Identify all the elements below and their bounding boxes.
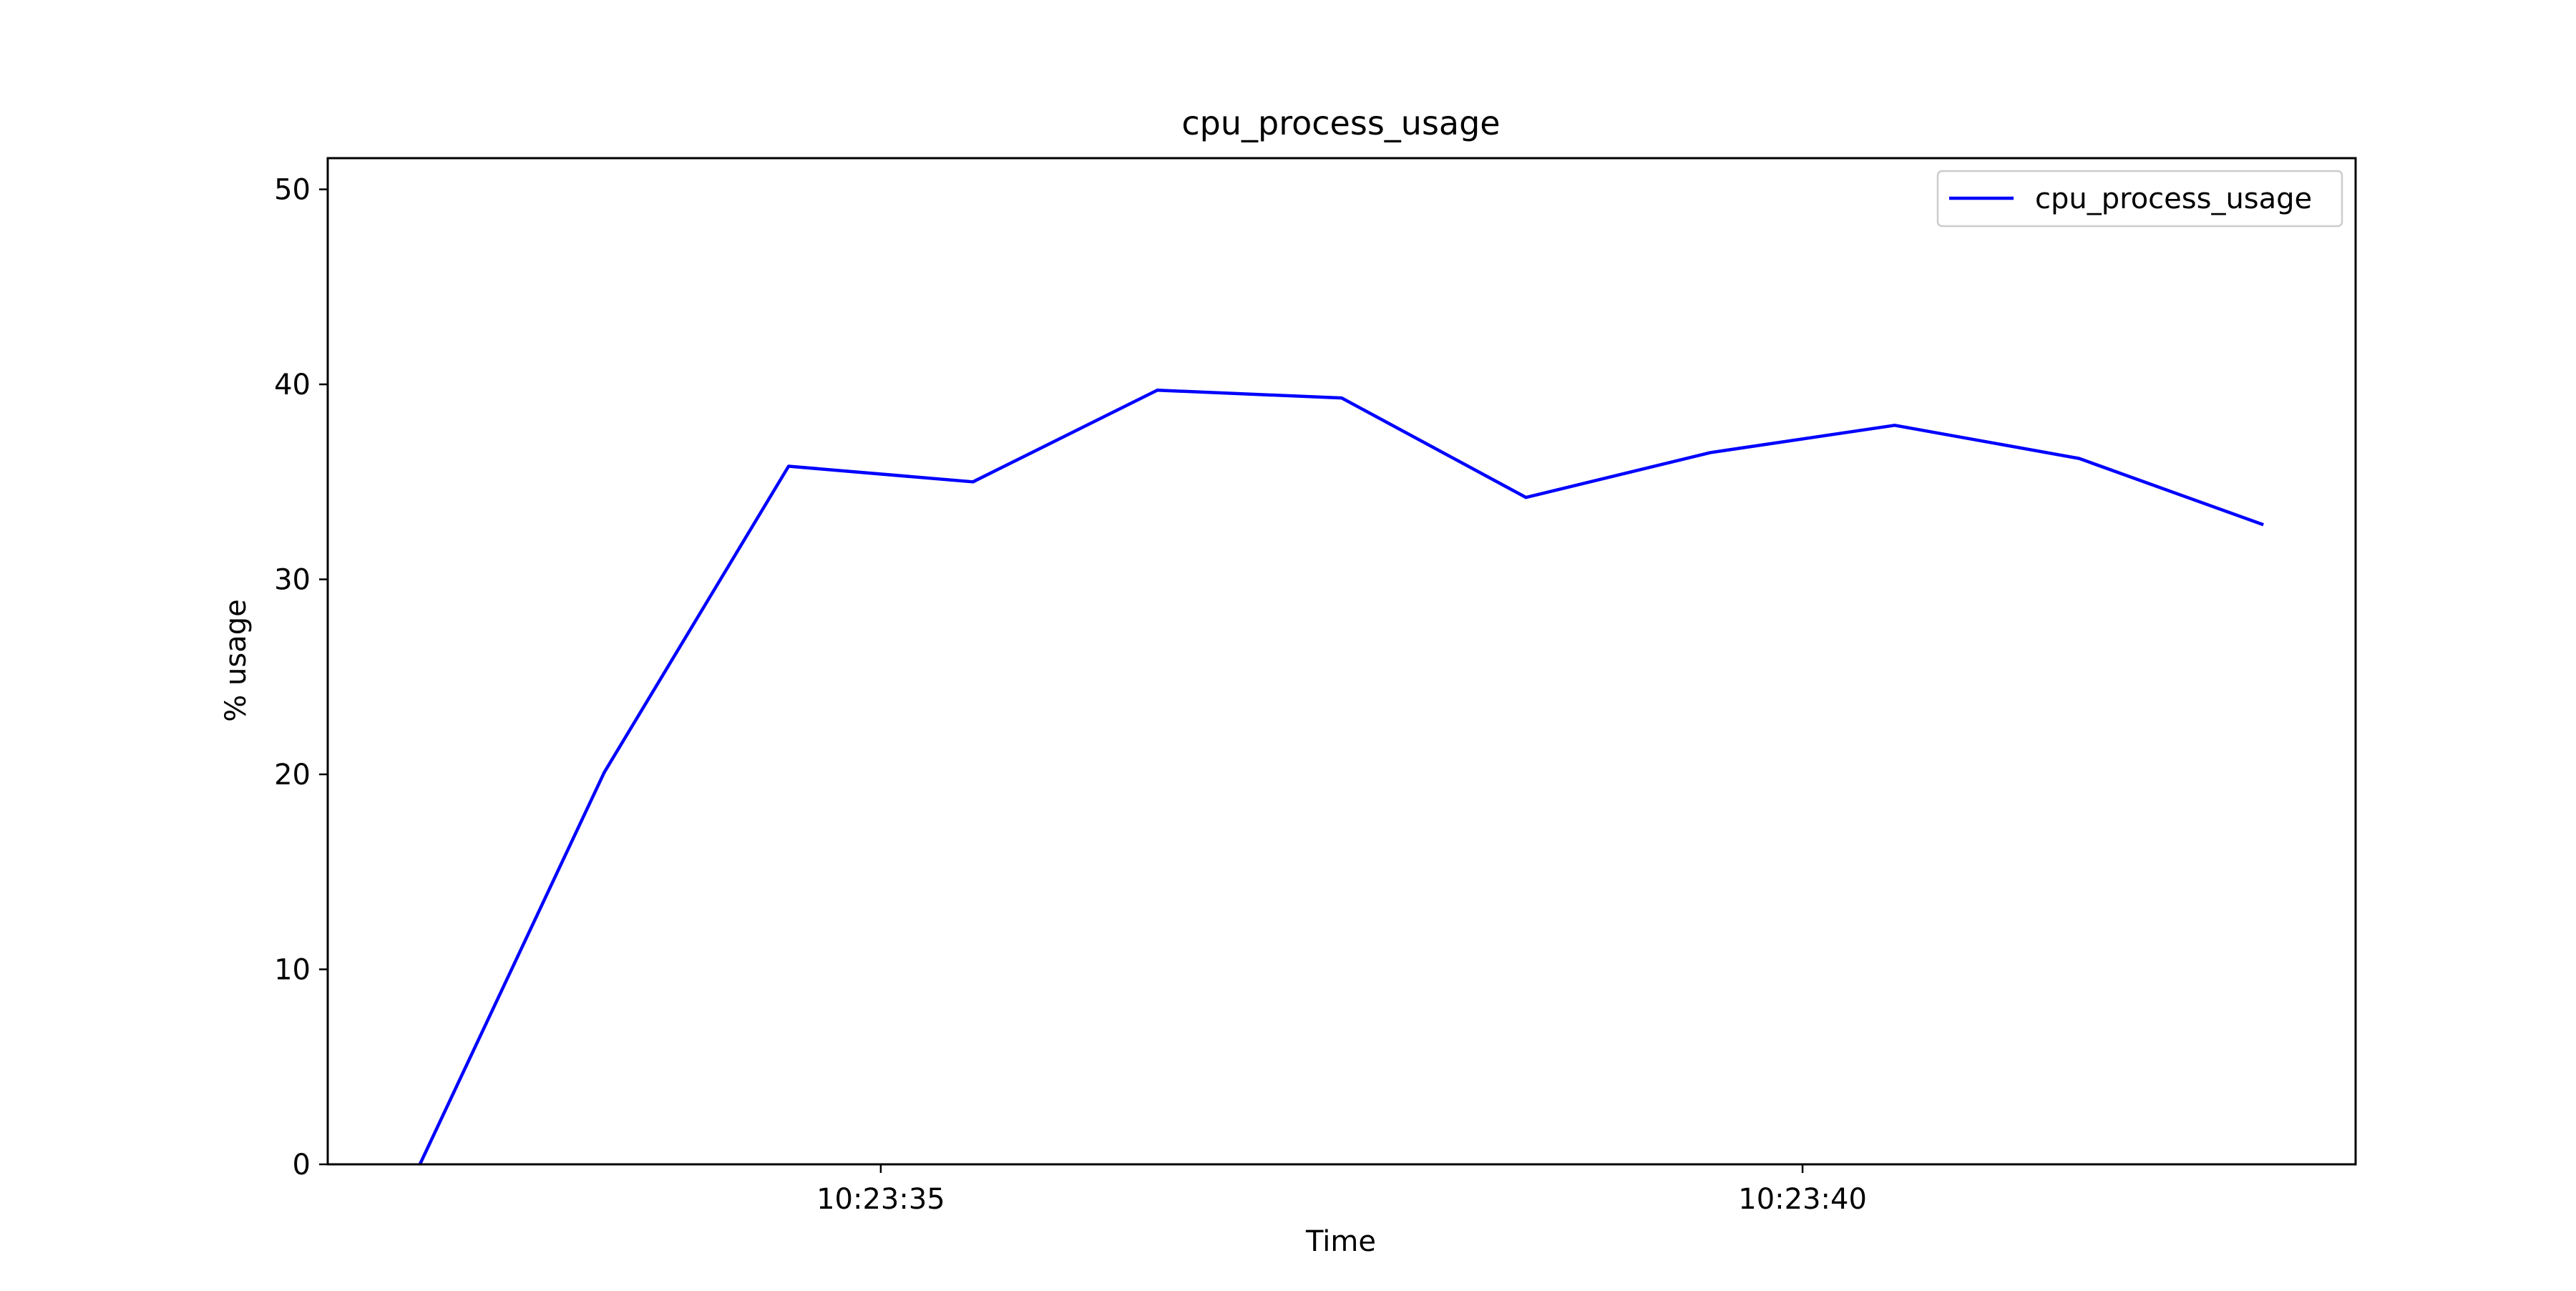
y-tick-label: 40 <box>274 369 311 401</box>
y-axis-label: % usage <box>220 599 253 721</box>
x-axis-ticks: 10:23:35 10:23:40 <box>816 1164 1867 1216</box>
series-layer <box>418 389 2264 1165</box>
legend-box <box>1936 170 2343 228</box>
x-tick-label: 10:23:35 <box>816 1183 945 1216</box>
legend-label: cpu_process_usage <box>2035 182 2312 215</box>
y-tick-label: 20 <box>274 759 311 791</box>
y-tick-label: 0 <box>293 1149 311 1182</box>
legend: cpu_process_usage <box>1936 170 2343 228</box>
plot-area-frame <box>326 157 2357 1166</box>
y-tick-label: 10 <box>274 954 311 987</box>
y-tick-label: 30 <box>274 564 311 597</box>
chart-title: cpu_process_usage <box>1181 104 1500 142</box>
series-line <box>418 389 2264 1165</box>
x-tick-label: 10:23:40 <box>1738 1183 1867 1216</box>
y-tick-label: 50 <box>274 174 311 207</box>
y-axis-ticks: 0 10 20 30 40 50 <box>274 174 328 1182</box>
x-axis-label: Time <box>1305 1225 1376 1258</box>
